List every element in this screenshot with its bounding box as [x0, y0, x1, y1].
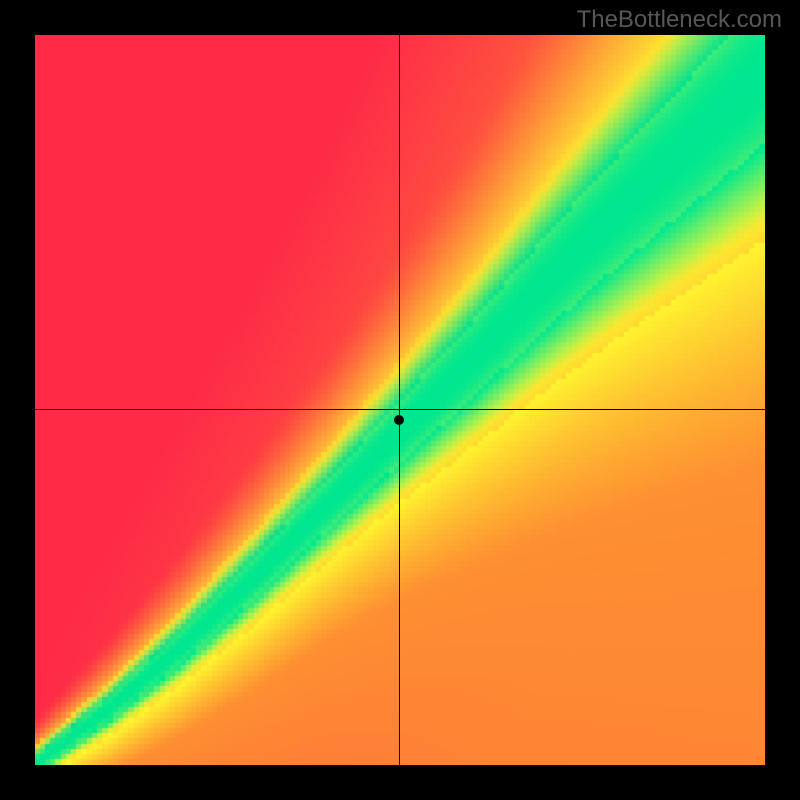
- bottleneck-heatmap: [35, 35, 765, 765]
- selection-marker[interactable]: [394, 415, 404, 425]
- crosshair-vertical: [399, 35, 400, 765]
- chart-frame: TheBottleneck.com: [0, 0, 800, 800]
- watermark-text: TheBottleneck.com: [577, 6, 782, 34]
- crosshair-horizontal: [35, 409, 765, 410]
- plot-area: [35, 35, 765, 765]
